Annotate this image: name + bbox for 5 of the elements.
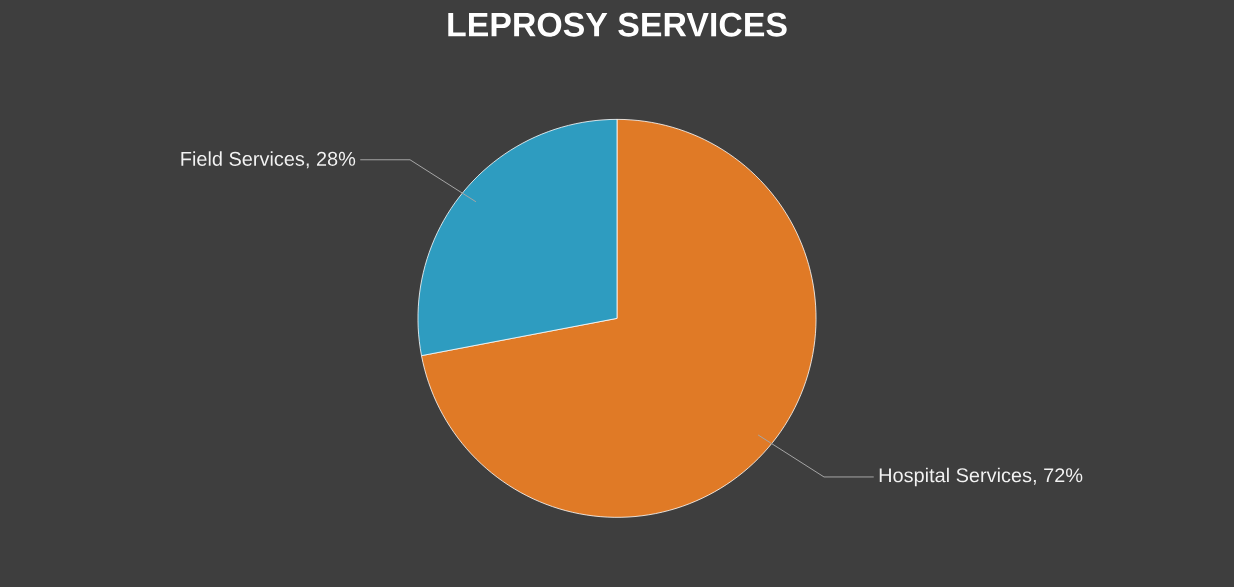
slice-label: Field Services [181, 151, 305, 166]
slice-label: Hospital Services [879, 467, 1032, 487]
data-label: , 28% [306, 151, 356, 169]
chart-title: LEPROSY SERVICES [448, 12, 787, 37]
data-label: , 72% [1033, 468, 1083, 485]
